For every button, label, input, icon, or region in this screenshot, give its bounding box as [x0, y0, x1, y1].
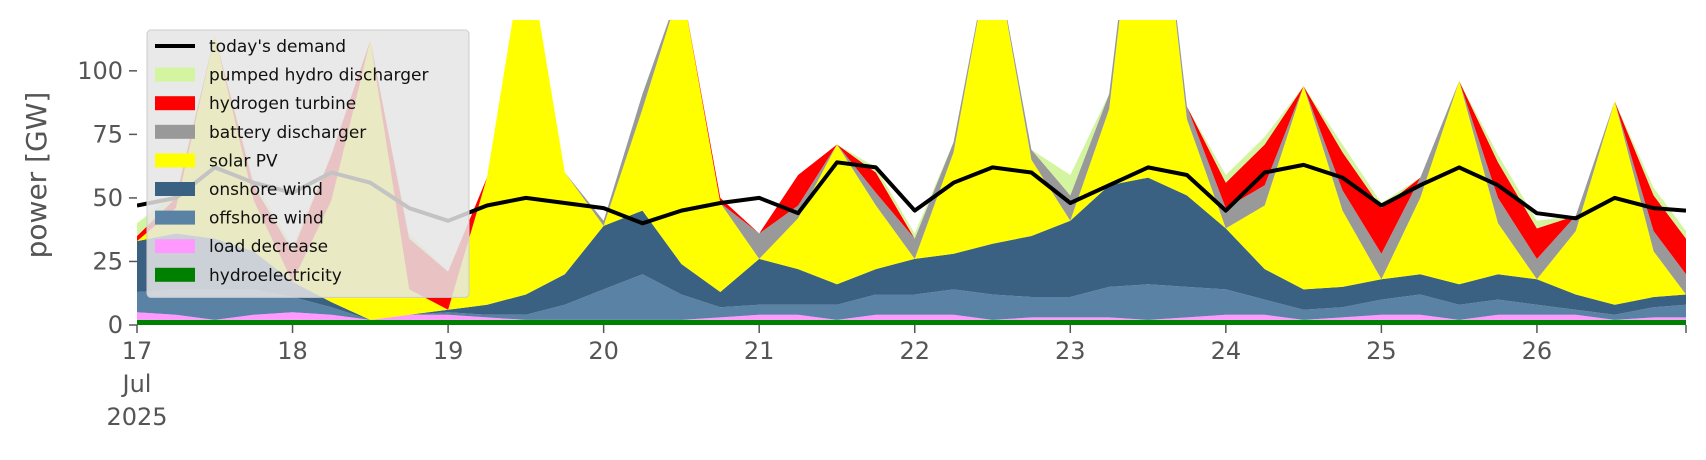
- area-onshore-wind: [137, 177, 1686, 320]
- x-tick-label: 21: [744, 337, 775, 365]
- x-tick-label: 23: [1055, 337, 1086, 365]
- x-tick-label: 18: [277, 337, 308, 365]
- legend-label-load-decrease: load decrease: [209, 237, 328, 257]
- area-offshore-wind: [137, 274, 1686, 320]
- x-tick-label: 24: [1211, 337, 1242, 365]
- legend-label-pumped-hydro-discharger: pumped hydro discharger: [209, 66, 428, 86]
- area-solar-pv: [137, 20, 1686, 320]
- x-tick-label: 17: [122, 337, 153, 365]
- y-tick-label: 100: [77, 57, 123, 85]
- area-hydroelectricity: [137, 319, 1686, 325]
- legend-label-hydroelectricity: hydroelectricity: [209, 266, 342, 286]
- legend-label-solar-pv: solar PV: [209, 151, 278, 171]
- legend-label-today-s-demand: today's demand: [209, 37, 346, 57]
- legend-swatch-battery-discharger: [155, 124, 195, 139]
- y-tick-label: 25: [92, 247, 123, 275]
- y-tick-label: 75: [92, 120, 123, 148]
- legend-swatch-pumped-hydro-discharger: [155, 67, 195, 82]
- x-tick-label: 25: [1366, 337, 1397, 365]
- x-tick-label: 22: [899, 337, 930, 365]
- legend-swatch-onshore-wind: [155, 182, 195, 196]
- legend-box: [146, 29, 470, 298]
- area-load-decrease: [137, 312, 1686, 320]
- y-axis-label: power [GW]: [20, 92, 53, 259]
- y-axis: 0 25 50 75 100: [77, 57, 137, 339]
- x-tick-year: 2025: [106, 403, 167, 431]
- legend-label-onshore-wind: onshore wind: [209, 180, 323, 200]
- x-tick-label: 20: [588, 337, 619, 365]
- x-tick-month: Jul: [121, 370, 152, 398]
- legend-label-hydrogen-turbine: hydrogen turbine: [209, 94, 356, 114]
- legend-swatch-hydroelectricity: [155, 267, 195, 282]
- x-tick-label: 26: [1522, 337, 1553, 365]
- area-battery-discharger: [137, 20, 1686, 310]
- legend-swatch-offshore-wind: [155, 210, 195, 225]
- legend-swatch-load-decrease: [155, 239, 195, 254]
- legend-swatch-hydrogen-turbine: [155, 96, 195, 111]
- x-tick-label: 19: [433, 337, 464, 365]
- y-tick-label: 0: [108, 311, 123, 339]
- legend-label-offshore-wind: offshore wind: [209, 209, 324, 229]
- legend-label-battery-discharger: battery discharger: [209, 123, 366, 143]
- legend: today's demand pumped hydro discharger hyd…: [146, 29, 470, 298]
- y-tick-label: 50: [92, 184, 123, 212]
- x-axis: 17 18 19 20 21 22 23 24 25 26 Jul 2025: [106, 325, 1687, 431]
- legend-swatch-solar-pv: [155, 153, 195, 168]
